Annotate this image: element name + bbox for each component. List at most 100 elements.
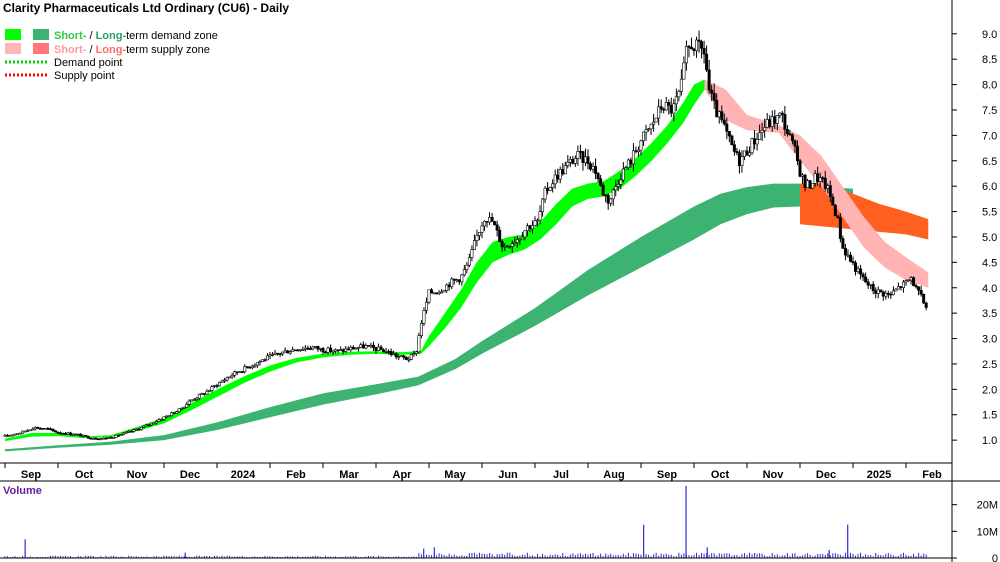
candle-body	[427, 289, 431, 303]
candle-body	[452, 278, 456, 281]
candle-body	[210, 386, 214, 391]
month-label: Sep	[21, 469, 41, 481]
candle-body	[149, 422, 153, 426]
candle-body	[377, 346, 381, 351]
candle-body	[548, 187, 552, 191]
candle-body	[803, 174, 807, 188]
candle-body	[64, 433, 68, 435]
month-label: Jun	[498, 469, 518, 481]
candle-body	[783, 114, 787, 130]
candle-body	[112, 437, 116, 439]
candle-body	[3, 435, 7, 437]
candle-body	[276, 352, 280, 355]
candle-body	[462, 269, 466, 276]
month-label: Jul	[553, 469, 569, 481]
candle-body	[71, 434, 75, 436]
candle-body	[308, 348, 312, 350]
candle-body	[255, 362, 259, 366]
candle-body	[745, 150, 749, 156]
legend-label-demand-point: Demand point	[54, 57, 123, 69]
candle-body	[167, 415, 171, 418]
candle-body	[773, 116, 777, 124]
candle-body	[218, 382, 222, 387]
candle-body	[313, 346, 317, 348]
candle-body	[818, 177, 822, 182]
candle-body	[404, 357, 408, 360]
candle-body	[912, 277, 916, 286]
month-label: Sep	[657, 469, 677, 481]
candle-body	[185, 403, 189, 408]
volume-title: Volume	[3, 485, 42, 497]
candle-body	[387, 351, 391, 353]
candle-body	[755, 139, 759, 145]
candle-body	[667, 102, 671, 106]
candle-body	[583, 156, 587, 163]
volume-panel: Volume 0 10M 20M	[3, 485, 998, 562]
candle-body	[490, 217, 494, 222]
candle-body	[243, 366, 247, 373]
candle-body	[702, 47, 706, 55]
candle-body	[371, 344, 375, 348]
candle-body	[854, 262, 858, 272]
candle-body	[8, 434, 12, 437]
candle-body	[321, 348, 325, 353]
candle-body	[750, 138, 754, 154]
candle-body	[13, 433, 17, 436]
candle-body	[99, 438, 103, 440]
candle-body	[848, 254, 852, 262]
price-panel	[3, 30, 929, 452]
candle-body	[286, 350, 290, 354]
candle-body	[901, 281, 905, 288]
candle-body	[46, 428, 50, 430]
candle-body	[41, 428, 45, 430]
candle-body	[626, 159, 630, 168]
candle-body	[551, 183, 555, 188]
candle-body	[553, 174, 557, 185]
candle-body	[303, 347, 307, 350]
candle-body	[288, 351, 292, 354]
candle-body	[523, 230, 527, 238]
candle-body	[558, 169, 562, 180]
candle-body	[53, 430, 57, 433]
candle-body	[419, 323, 423, 336]
candle-body	[228, 376, 232, 379]
month-label: Nov	[763, 469, 785, 481]
candle-body	[412, 353, 416, 355]
candle-body	[127, 430, 131, 433]
candle-body	[195, 397, 199, 400]
candle-body	[230, 374, 234, 378]
candle-body	[215, 385, 219, 387]
price-tick-label: 1.5	[982, 410, 997, 422]
candle-body	[296, 349, 300, 352]
candle-body	[329, 347, 333, 352]
candle-body	[561, 169, 565, 175]
candle-body	[440, 291, 444, 294]
candle-body	[919, 290, 923, 295]
candle-body	[154, 421, 158, 424]
candle-body	[869, 283, 873, 286]
candle-body	[59, 432, 63, 435]
candle-body	[84, 434, 88, 437]
candle-body	[896, 286, 900, 290]
candle-body	[647, 128, 651, 131]
candle-body	[117, 434, 121, 437]
candle-body	[28, 429, 32, 432]
candle-body	[379, 346, 383, 351]
price-tick-label: 4.0	[982, 283, 997, 295]
legend-item-supply-point: Supply point	[5, 70, 115, 82]
candle-body	[636, 149, 640, 153]
price-tick-label: 3.5	[982, 308, 997, 320]
candle-body	[899, 286, 903, 288]
volume-tick-label: 10M	[977, 526, 998, 538]
candle-body	[914, 285, 918, 288]
candle-body	[16, 433, 20, 435]
candle-body	[311, 346, 315, 350]
candle-body	[238, 371, 242, 374]
candle-body	[508, 245, 512, 248]
candle-body	[432, 292, 436, 295]
candle-body	[790, 134, 794, 141]
candle-body	[780, 112, 784, 115]
candle-body	[89, 437, 93, 440]
candle-body	[616, 184, 620, 187]
